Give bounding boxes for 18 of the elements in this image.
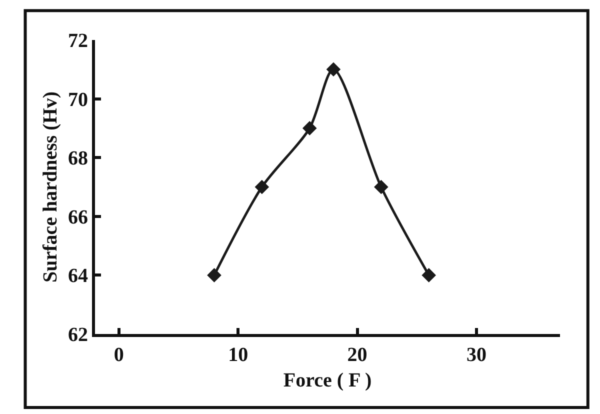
- y-tick-label: 64: [68, 265, 88, 288]
- point: [254, 180, 270, 194]
- point: [302, 121, 317, 136]
- x-tick-label: 20: [347, 344, 368, 366]
- y-tick-label: 68: [68, 148, 88, 170]
- x-tick-label: 30: [466, 344, 487, 366]
- y-tick-label: 62: [68, 324, 88, 346]
- point: [374, 180, 388, 194]
- point: [422, 268, 436, 282]
- x-axis-title: Force ( F ): [283, 370, 372, 392]
- x-tick-label: 0: [114, 344, 124, 366]
- y-tick-label: 70: [68, 88, 88, 111]
- y-tick-label: 72: [68, 30, 88, 52]
- point: [207, 268, 222, 282]
- x-tick-label: 10: [228, 344, 248, 366]
- point: [326, 62, 341, 77]
- y-axis-title: Surface hardness (Hv): [40, 91, 62, 283]
- y-tick-label: 66: [68, 206, 88, 228]
